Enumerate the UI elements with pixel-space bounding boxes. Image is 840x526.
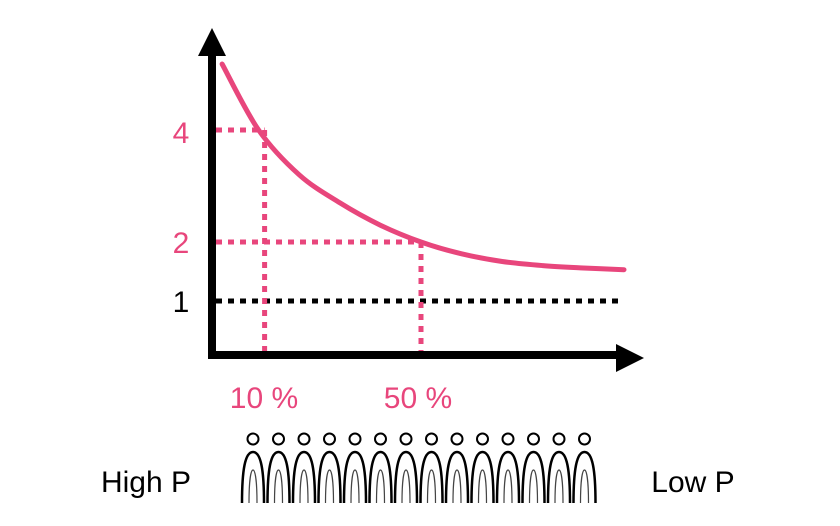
person-icon	[470, 432, 495, 504]
series-line-curve	[219, 61, 627, 273]
person-icon	[393, 432, 419, 504]
x-marker-label-10: 10 %	[230, 382, 298, 415]
low-p-label: Low P	[651, 466, 734, 499]
person-icon	[342, 432, 368, 504]
x-axis-arrow	[616, 344, 644, 372]
axes	[198, 28, 644, 372]
person-icon	[521, 432, 546, 504]
y-tick-label-1: 1	[173, 286, 190, 319]
person-icon	[368, 432, 393, 504]
person-icon	[419, 432, 444, 504]
person-icon	[240, 432, 266, 504]
person-icon	[572, 432, 597, 504]
person-icon	[266, 432, 291, 504]
population-row	[240, 432, 597, 504]
marker-guides	[216, 127, 424, 351]
x-marker-label-50: 50 %	[384, 382, 452, 415]
person-icon	[444, 432, 470, 504]
y-axis-arrow	[198, 28, 226, 56]
high-p-label: High P	[101, 466, 191, 499]
y-tick-label-4: 4	[173, 117, 190, 150]
person-icon	[495, 432, 521, 504]
y-tick-label-2: 2	[173, 227, 190, 260]
person-icon	[546, 432, 572, 504]
person-icon	[291, 432, 317, 504]
person-icon	[317, 432, 342, 504]
